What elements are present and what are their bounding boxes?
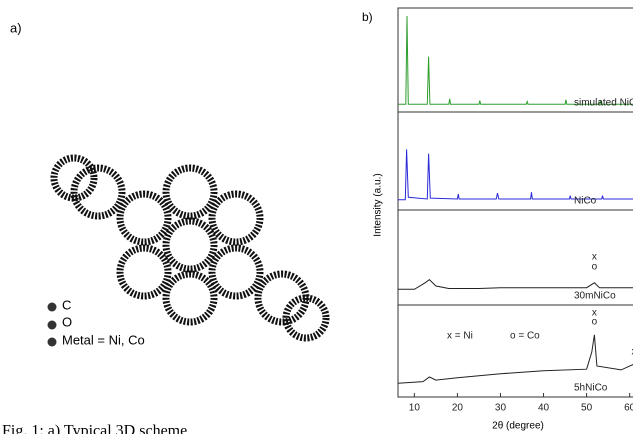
series-label: simulated NiCo (574, 98, 633, 109)
caption: Fig. 1: a) Typical 3D scheme (2, 423, 187, 434)
xrd-trace (398, 280, 633, 290)
page: {"panel_a": {"label": "a)", "legend": ["… (0, 0, 633, 434)
annotation: o = Co (510, 331, 540, 342)
x-tick-label: 40 (538, 403, 550, 414)
legend-text: Metal = Ni, Co (62, 332, 145, 347)
legend-text: O (62, 314, 72, 329)
x-tick-label: 10 (409, 403, 421, 414)
xrd-trace (398, 16, 633, 104)
series-label: 30mNiCo (574, 291, 616, 302)
series-label: NiCo (574, 196, 597, 207)
annotation: o (592, 262, 598, 273)
structure (54, 158, 326, 338)
annotation: o (592, 317, 598, 328)
xrd-trace (398, 149, 633, 199)
x-tick-label: 50 (581, 403, 593, 414)
legend-dot (48, 321, 57, 330)
y-axis-label: Intensity (a.u.) (373, 173, 384, 236)
x-axis-label: 2θ (degree) (492, 421, 544, 432)
figure: a) C O Metal = Ni, Co Fig. 1: a) Typical… (0, 0, 633, 434)
legend-dot (48, 338, 57, 347)
panel-label: b) (362, 10, 373, 24)
annotation: x = Ni (447, 331, 473, 342)
x-tick-label: 60 (624, 403, 633, 414)
xrd-trace (398, 335, 633, 383)
x-tick-label: 20 (452, 403, 464, 414)
x-tick-label: 30 (495, 403, 507, 414)
series-label: 5hNiCo (574, 383, 608, 394)
panel-label: a) (10, 20, 22, 35)
legend-text: C (62, 297, 71, 312)
legend-dot (48, 303, 57, 312)
